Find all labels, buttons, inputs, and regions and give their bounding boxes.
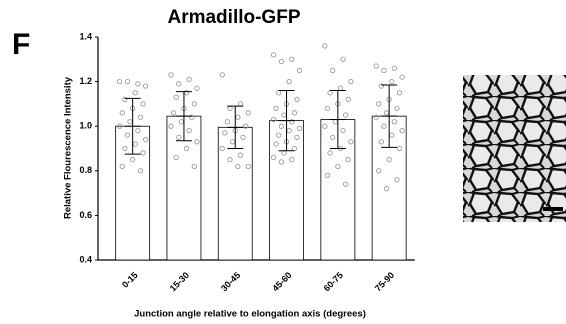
data-point <box>195 86 199 90</box>
data-point <box>246 111 250 115</box>
scale-bar <box>543 207 563 211</box>
data-point <box>117 79 121 83</box>
data-point <box>287 79 291 83</box>
data-point <box>397 91 401 95</box>
data-point <box>192 102 196 106</box>
data-point <box>325 106 329 110</box>
data-point <box>323 44 327 48</box>
x-tick-label: 45-60 <box>270 270 293 293</box>
data-point <box>236 115 240 119</box>
data-point <box>274 106 278 110</box>
data-point <box>292 111 296 115</box>
data-point <box>220 73 224 77</box>
data-point <box>384 111 388 115</box>
x-tick-label: 75-90 <box>373 270 396 293</box>
data-point <box>174 95 178 99</box>
data-point <box>349 79 353 83</box>
x-tick-label: 0-15 <box>120 270 140 290</box>
data-point <box>382 68 386 72</box>
data-point <box>400 75 404 79</box>
data-point <box>271 53 275 57</box>
chart-title: Armadillo-GFP <box>167 7 300 28</box>
data-point <box>341 57 345 61</box>
data-point <box>120 111 124 115</box>
data-point <box>346 97 350 101</box>
y-tick-label: 1.4 <box>79 31 92 41</box>
data-point <box>374 64 378 68</box>
figure: F Armadillo-GFP Relative Flourescence In… <box>0 0 566 324</box>
data-point <box>143 84 147 88</box>
data-point <box>328 91 332 95</box>
data-point <box>171 111 175 115</box>
data-point <box>392 66 396 70</box>
y-axis-label: Relative Flourescence Intensity <box>63 76 74 219</box>
y-tick-label: 1.2 <box>79 76 92 86</box>
data-point <box>338 86 342 90</box>
y-tick-label: 1.0 <box>79 121 92 131</box>
data-point <box>297 68 301 72</box>
data-point <box>390 79 394 83</box>
x-axis-label: Junction angle relative to elongation ax… <box>134 309 366 320</box>
data-point <box>133 91 137 95</box>
data-point <box>177 82 181 86</box>
data-point <box>343 113 347 117</box>
data-point <box>295 97 299 101</box>
data-point <box>225 120 229 124</box>
data-point <box>187 77 191 81</box>
data-point <box>125 79 129 83</box>
data-point <box>238 102 242 106</box>
data-point <box>136 82 140 86</box>
y-tick-label: 0.8 <box>79 165 92 175</box>
data-point <box>169 73 173 77</box>
micrograph <box>463 75 566 222</box>
data-point <box>277 91 281 95</box>
data-point <box>282 113 286 117</box>
data-point <box>330 68 334 72</box>
y-tick-label: 0.6 <box>79 210 92 220</box>
data-point <box>395 106 399 110</box>
data-point <box>290 57 294 61</box>
data-point <box>279 59 283 63</box>
micrograph-image <box>463 75 566 222</box>
x-tick-label: 60-75 <box>322 270 345 293</box>
data-point <box>128 120 132 124</box>
x-tick-label: 15-30 <box>168 270 191 293</box>
x-tick-label: 30-45 <box>219 270 242 293</box>
data-point <box>138 115 142 119</box>
panel-label: F <box>12 28 30 61</box>
data-point <box>228 106 232 110</box>
data-point <box>141 102 145 106</box>
data-point <box>377 102 381 106</box>
y-tick-label: 0.4 <box>79 254 92 264</box>
